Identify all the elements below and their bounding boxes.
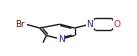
Text: N: N: [58, 35, 65, 44]
Text: Br: Br: [15, 20, 24, 29]
Text: O: O: [113, 20, 120, 29]
Text: N: N: [87, 20, 93, 29]
